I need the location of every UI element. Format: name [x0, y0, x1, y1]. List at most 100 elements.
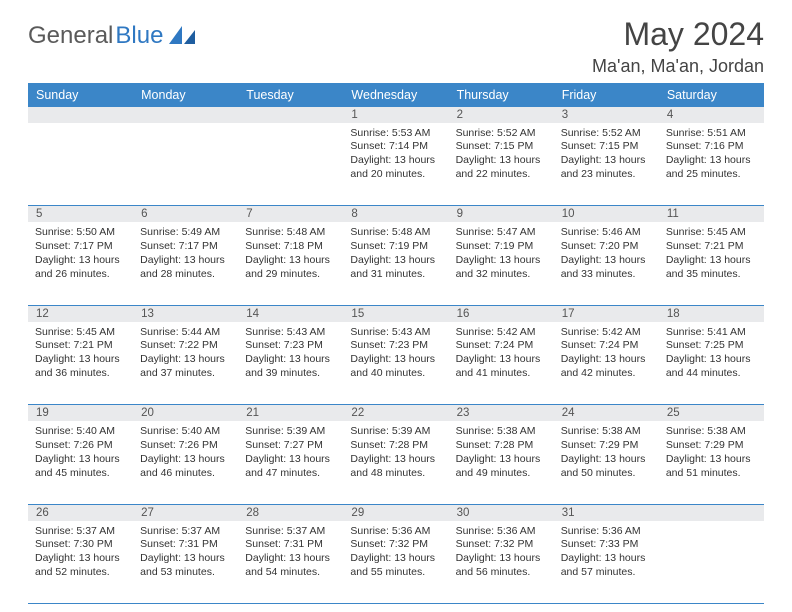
page: GeneralBlue May 2024 Ma'an, Ma'an, Jorda… [0, 0, 792, 612]
day-number: 7 [238, 206, 343, 223]
day-number: 27 [133, 504, 238, 521]
day-number-row: 1234 [28, 107, 764, 123]
calendar-body: 1234Sunrise: 5:53 AMSunset: 7:14 PMDayli… [28, 107, 764, 604]
day-details: Sunrise: 5:52 AMSunset: 7:15 PMDaylight:… [554, 123, 659, 185]
day-number: 12 [28, 305, 133, 322]
brand-text-general: General [28, 24, 113, 48]
day-number-row: 19202122232425 [28, 405, 764, 422]
day-cell: Sunrise: 5:38 AMSunset: 7:28 PMDaylight:… [449, 421, 554, 504]
day-cell: Sunrise: 5:43 AMSunset: 7:23 PMDaylight:… [238, 322, 343, 405]
day-number: 10 [554, 206, 659, 223]
day-number: 15 [343, 305, 448, 322]
day-details: Sunrise: 5:38 AMSunset: 7:29 PMDaylight:… [659, 421, 764, 483]
day-cell: Sunrise: 5:45 AMSunset: 7:21 PMDaylight:… [659, 222, 764, 305]
day-content-row: Sunrise: 5:40 AMSunset: 7:26 PMDaylight:… [28, 421, 764, 504]
day-number-row: 262728293031 [28, 504, 764, 521]
day-number: 11 [659, 206, 764, 223]
day-number: 8 [343, 206, 448, 223]
day-cell: Sunrise: 5:50 AMSunset: 7:17 PMDaylight:… [28, 222, 133, 305]
day-number: 14 [238, 305, 343, 322]
day-details: Sunrise: 5:40 AMSunset: 7:26 PMDaylight:… [28, 421, 133, 483]
day-cell: Sunrise: 5:41 AMSunset: 7:25 PMDaylight:… [659, 322, 764, 405]
day-cell: Sunrise: 5:36 AMSunset: 7:33 PMDaylight:… [554, 521, 659, 604]
day-cell [238, 123, 343, 206]
day-cell: Sunrise: 5:42 AMSunset: 7:24 PMDaylight:… [554, 322, 659, 405]
title-block: May 2024 Ma'an, Ma'an, Jordan [592, 18, 764, 77]
day-details: Sunrise: 5:48 AMSunset: 7:19 PMDaylight:… [343, 222, 448, 284]
weekday-header: Tuesday [238, 83, 343, 107]
day-content-row: Sunrise: 5:45 AMSunset: 7:21 PMDaylight:… [28, 322, 764, 405]
day-details: Sunrise: 5:36 AMSunset: 7:32 PMDaylight:… [449, 521, 554, 583]
weekday-header: Monday [133, 83, 238, 107]
day-details: Sunrise: 5:47 AMSunset: 7:19 PMDaylight:… [449, 222, 554, 284]
location-text: Ma'an, Ma'an, Jordan [592, 56, 764, 77]
day-number [238, 107, 343, 123]
day-cell [659, 521, 764, 604]
day-number: 30 [449, 504, 554, 521]
day-cell: Sunrise: 5:36 AMSunset: 7:32 PMDaylight:… [343, 521, 448, 604]
brand-text-blue: Blue [115, 24, 163, 48]
day-details: Sunrise: 5:42 AMSunset: 7:24 PMDaylight:… [449, 322, 554, 384]
day-cell: Sunrise: 5:48 AMSunset: 7:19 PMDaylight:… [343, 222, 448, 305]
day-cell: Sunrise: 5:42 AMSunset: 7:24 PMDaylight:… [449, 322, 554, 405]
day-details: Sunrise: 5:40 AMSunset: 7:26 PMDaylight:… [133, 421, 238, 483]
day-number: 1 [343, 107, 448, 123]
day-number [133, 107, 238, 123]
day-content-row: Sunrise: 5:53 AMSunset: 7:14 PMDaylight:… [28, 123, 764, 206]
weekday-header: Wednesday [343, 83, 448, 107]
day-cell [28, 123, 133, 206]
day-number: 22 [343, 405, 448, 422]
day-content-row: Sunrise: 5:50 AMSunset: 7:17 PMDaylight:… [28, 222, 764, 305]
day-cell: Sunrise: 5:49 AMSunset: 7:17 PMDaylight:… [133, 222, 238, 305]
day-details: Sunrise: 5:45 AMSunset: 7:21 PMDaylight:… [659, 222, 764, 284]
day-cell: Sunrise: 5:48 AMSunset: 7:18 PMDaylight:… [238, 222, 343, 305]
day-number-row: 567891011 [28, 206, 764, 223]
day-cell: Sunrise: 5:40 AMSunset: 7:26 PMDaylight:… [133, 421, 238, 504]
day-details: Sunrise: 5:53 AMSunset: 7:14 PMDaylight:… [343, 123, 448, 185]
day-cell: Sunrise: 5:47 AMSunset: 7:19 PMDaylight:… [449, 222, 554, 305]
day-number: 21 [238, 405, 343, 422]
day-number: 3 [554, 107, 659, 123]
weekday-header-row: SundayMondayTuesdayWednesdayThursdayFrid… [28, 83, 764, 107]
day-number [659, 504, 764, 521]
day-details: Sunrise: 5:52 AMSunset: 7:15 PMDaylight:… [449, 123, 554, 185]
day-cell: Sunrise: 5:39 AMSunset: 7:27 PMDaylight:… [238, 421, 343, 504]
day-number: 5 [28, 206, 133, 223]
brand-logo: GeneralBlue [28, 18, 195, 51]
day-cell: Sunrise: 5:37 AMSunset: 7:30 PMDaylight:… [28, 521, 133, 604]
weekday-header: Friday [554, 83, 659, 107]
day-details: Sunrise: 5:36 AMSunset: 7:32 PMDaylight:… [343, 521, 448, 583]
brand-sail-icon [169, 26, 195, 51]
day-cell: Sunrise: 5:38 AMSunset: 7:29 PMDaylight:… [659, 421, 764, 504]
day-number: 23 [449, 405, 554, 422]
day-cell: Sunrise: 5:52 AMSunset: 7:15 PMDaylight:… [554, 123, 659, 206]
day-number: 2 [449, 107, 554, 123]
day-number: 16 [449, 305, 554, 322]
topbar: GeneralBlue May 2024 Ma'an, Ma'an, Jorda… [28, 18, 764, 77]
day-cell: Sunrise: 5:37 AMSunset: 7:31 PMDaylight:… [133, 521, 238, 604]
day-number: 6 [133, 206, 238, 223]
day-number: 18 [659, 305, 764, 322]
day-number: 25 [659, 405, 764, 422]
day-details: Sunrise: 5:43 AMSunset: 7:23 PMDaylight:… [238, 322, 343, 384]
day-details: Sunrise: 5:43 AMSunset: 7:23 PMDaylight:… [343, 322, 448, 384]
day-details: Sunrise: 5:39 AMSunset: 7:28 PMDaylight:… [343, 421, 448, 483]
day-number: 13 [133, 305, 238, 322]
day-cell: Sunrise: 5:36 AMSunset: 7:32 PMDaylight:… [449, 521, 554, 604]
day-number: 31 [554, 504, 659, 521]
month-title: May 2024 [592, 18, 764, 52]
day-details: Sunrise: 5:38 AMSunset: 7:29 PMDaylight:… [554, 421, 659, 483]
day-number: 28 [238, 504, 343, 521]
day-details: Sunrise: 5:41 AMSunset: 7:25 PMDaylight:… [659, 322, 764, 384]
weekday-header: Sunday [28, 83, 133, 107]
day-cell: Sunrise: 5:52 AMSunset: 7:15 PMDaylight:… [449, 123, 554, 206]
day-cell: Sunrise: 5:45 AMSunset: 7:21 PMDaylight:… [28, 322, 133, 405]
day-cell [133, 123, 238, 206]
day-cell: Sunrise: 5:44 AMSunset: 7:22 PMDaylight:… [133, 322, 238, 405]
day-number: 20 [133, 405, 238, 422]
calendar-table: SundayMondayTuesdayWednesdayThursdayFrid… [28, 83, 764, 605]
day-cell: Sunrise: 5:38 AMSunset: 7:29 PMDaylight:… [554, 421, 659, 504]
day-cell: Sunrise: 5:43 AMSunset: 7:23 PMDaylight:… [343, 322, 448, 405]
day-number: 29 [343, 504, 448, 521]
calendar-header: SundayMondayTuesdayWednesdayThursdayFrid… [28, 83, 764, 107]
